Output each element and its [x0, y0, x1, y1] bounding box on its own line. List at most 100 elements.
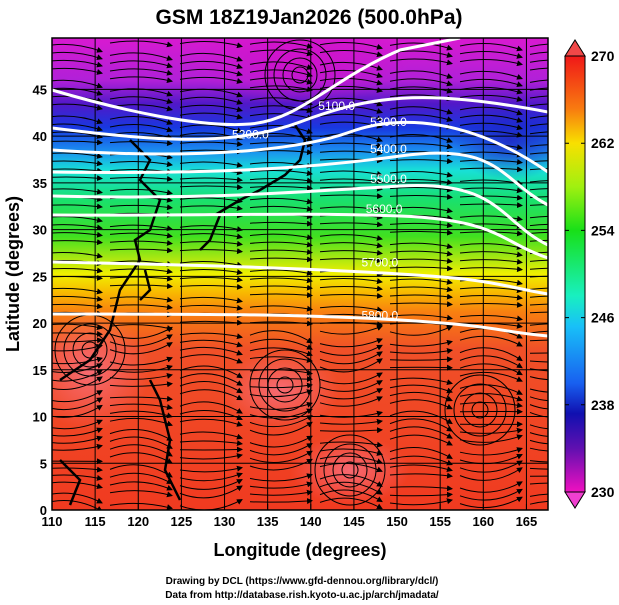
contour-label: 5200.0	[232, 127, 269, 141]
streamline	[249, 256, 313, 263]
streamline	[319, 178, 383, 185]
streamline	[459, 86, 523, 95]
streamline	[319, 242, 383, 249]
streamline	[389, 257, 453, 264]
streamline	[389, 193, 453, 200]
streamline	[319, 448, 383, 456]
streamline	[459, 301, 523, 308]
credit-drawing: Drawing by DCL (https://www.gfd-dennou.o…	[166, 576, 439, 587]
contour-label: 5100.0	[318, 99, 355, 113]
streamline	[52, 481, 103, 490]
streamline	[389, 86, 453, 94]
streamline	[52, 369, 103, 382]
streamline	[389, 222, 453, 229]
streamline-vortex	[291, 66, 309, 84]
streamline	[109, 52, 173, 61]
colorbar-tick-label: 238	[591, 397, 615, 413]
streamline	[109, 395, 173, 402]
streamline	[529, 267, 548, 270]
streamline	[52, 203, 103, 210]
streamline	[179, 446, 243, 453]
x-tick-label: 110	[42, 514, 63, 529]
streamline	[459, 460, 523, 473]
x-tick-label: 145	[343, 514, 365, 529]
colorbar-bar	[564, 55, 586, 493]
streamline	[459, 78, 523, 88]
streamline	[529, 396, 548, 402]
streamline	[459, 166, 523, 173]
streamline	[179, 418, 243, 427]
streamline	[319, 410, 383, 418]
streamline	[459, 393, 523, 402]
x-tick-label: 140	[300, 514, 322, 529]
streamline-vortex	[471, 401, 489, 419]
streamline	[109, 68, 173, 76]
colorbar-extend-max	[564, 39, 586, 57]
streamline	[52, 287, 103, 295]
colorbar-tick-label: 262	[591, 135, 615, 151]
streamline	[249, 458, 313, 471]
streamline	[459, 70, 523, 80]
streamline	[109, 334, 173, 347]
streamline	[459, 496, 523, 509]
streamline	[529, 404, 548, 410]
streamline	[52, 167, 103, 174]
streamline	[109, 326, 173, 339]
streamline	[249, 170, 313, 177]
streamline	[179, 304, 243, 311]
streamline	[109, 410, 173, 419]
streamline	[249, 421, 313, 436]
streamline	[179, 261, 243, 268]
streamline	[319, 292, 383, 299]
streamline	[109, 268, 173, 275]
colorbar-tick-label: 230	[591, 484, 615, 500]
streamline	[389, 286, 453, 293]
streamline	[52, 397, 103, 410]
y-tick-label: 30	[33, 223, 47, 238]
contour-5500	[52, 183, 548, 247]
streamline-vortex	[276, 376, 294, 394]
streamline	[529, 388, 548, 393]
x-tick-label: 165	[516, 514, 538, 529]
streamline	[179, 276, 243, 283]
streamline	[389, 455, 453, 466]
streamline	[249, 69, 313, 78]
streamline	[179, 225, 243, 232]
streamline	[179, 389, 243, 401]
streamline	[319, 170, 383, 177]
streamline	[249, 105, 313, 113]
streamline	[109, 232, 173, 239]
streamline	[179, 465, 243, 473]
streamline	[529, 168, 548, 171]
streamline	[529, 152, 548, 155]
streamline	[109, 490, 173, 498]
streamline	[389, 472, 453, 479]
streamline	[459, 335, 523, 347]
streamline	[109, 96, 173, 104]
streamline	[52, 152, 103, 159]
streamline	[109, 283, 173, 290]
streamline	[249, 435, 313, 448]
streamline	[52, 337, 103, 344]
streamline	[459, 158, 523, 165]
streamline	[389, 434, 453, 446]
streamline	[109, 76, 173, 84]
streamline	[319, 234, 383, 241]
streamline	[389, 485, 453, 492]
streamline	[52, 356, 103, 365]
streamline	[52, 67, 103, 75]
streamline	[529, 115, 548, 119]
streamline	[249, 284, 313, 291]
streamline	[529, 259, 548, 262]
streamline	[52, 188, 103, 195]
x-tick-label: 160	[472, 514, 494, 529]
colorbar: 230 238 246 254 262 270	[564, 39, 615, 509]
streamline	[109, 247, 173, 254]
streamline	[389, 278, 453, 285]
x-tick-label: 155	[429, 514, 451, 529]
streamline-vortex	[332, 452, 368, 488]
streamline	[249, 77, 313, 85]
streamline	[389, 78, 453, 87]
contour-label: 5400.0	[370, 142, 407, 156]
cold-core	[190, 38, 410, 105]
